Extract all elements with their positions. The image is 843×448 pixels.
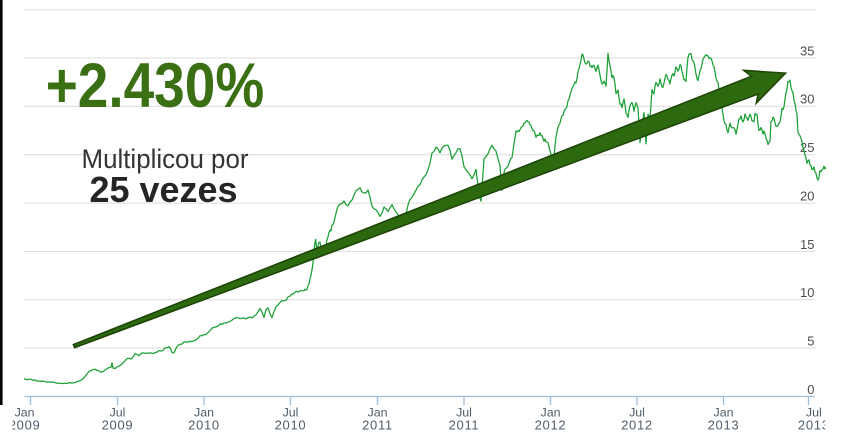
svg-text:2012: 2012 [535, 418, 567, 433]
svg-text:Jan: Jan [714, 405, 734, 419]
svg-text:2012: 2012 [621, 418, 653, 433]
svg-text:2013: 2013 [708, 418, 740, 433]
svg-text:30: 30 [800, 92, 814, 107]
svg-text:2010: 2010 [275, 418, 307, 433]
svg-text:Jul: Jul [629, 405, 645, 419]
svg-text:Jan: Jan [541, 405, 561, 419]
svg-text:20: 20 [800, 189, 814, 204]
svg-text:2009: 2009 [9, 418, 41, 433]
svg-text:Jul: Jul [806, 405, 822, 419]
svg-text:Jan: Jan [15, 405, 35, 419]
svg-text:Jul: Jul [110, 405, 126, 419]
svg-text:2013: 2013 [798, 418, 830, 433]
svg-text:Multiplicou por: Multiplicou por [82, 144, 249, 174]
svg-text:+2.430%: +2.430% [46, 51, 265, 121]
svg-text:0: 0 [807, 382, 814, 397]
svg-text:Jan: Jan [194, 405, 214, 419]
svg-text:2011: 2011 [362, 418, 393, 433]
svg-text:2011: 2011 [449, 418, 480, 433]
svg-text:Jul: Jul [283, 405, 299, 419]
svg-text:2009: 2009 [102, 418, 134, 433]
svg-text:15: 15 [800, 237, 814, 252]
svg-text:35: 35 [800, 43, 814, 58]
svg-text:25 vezes: 25 vezes [90, 169, 238, 210]
svg-text:Jan: Jan [368, 405, 388, 419]
svg-text:2010: 2010 [188, 418, 220, 433]
svg-text:Jul: Jul [456, 405, 472, 419]
svg-text:10: 10 [800, 285, 814, 300]
svg-text:5: 5 [807, 334, 814, 349]
